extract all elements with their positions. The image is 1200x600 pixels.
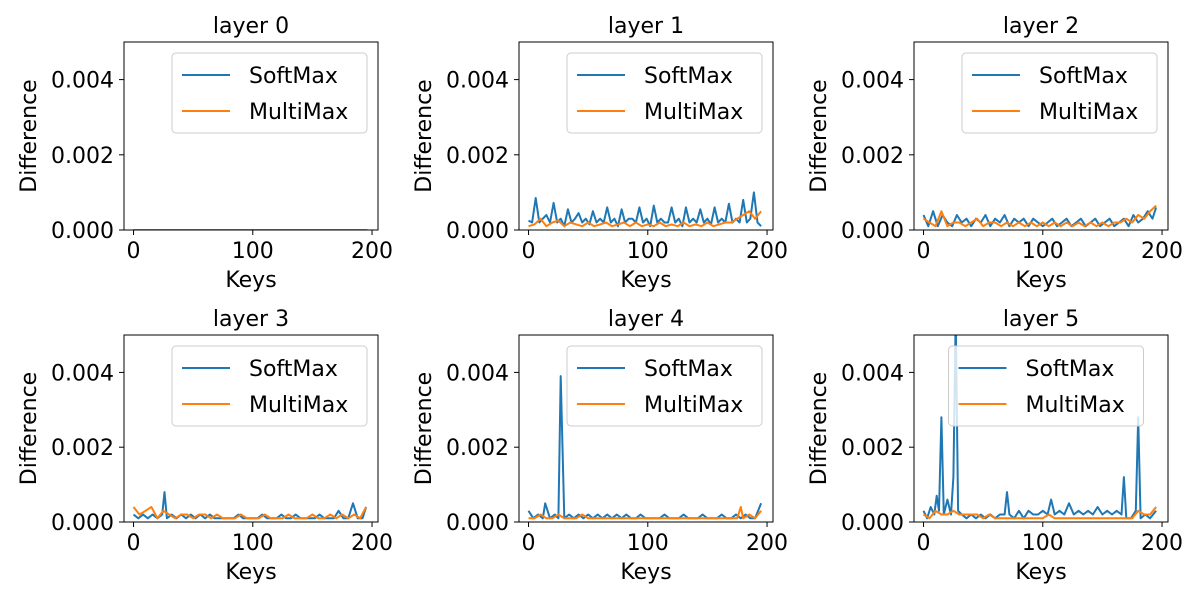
legend-box [961, 52, 1158, 134]
legend: SoftMax MultiMax [566, 345, 763, 427]
subplot-layer-4: 0 100 200 0.000 0.002 0.004 layer 4 Keys Differe… [412, 307, 788, 585]
y-tick-label: 0.004 [841, 69, 904, 94]
x-axis-label: Keys [225, 560, 276, 585]
legend-label-multimax: MultiMax [1026, 393, 1125, 418]
x-tick-label: 0 [522, 531, 536, 556]
chart-title: layer 1 [608, 14, 684, 39]
x-tick-label: 0 [127, 531, 141, 556]
legend-label-multimax: MultiMax [644, 393, 743, 418]
legend-box [566, 52, 763, 134]
x-tick-label: 100 [627, 531, 669, 556]
x-axis-label: Keys [1015, 560, 1066, 585]
legend-label-softmax: SoftMax [644, 357, 733, 382]
series-line-multimax [528, 506, 762, 520]
axes-frame [518, 334, 774, 523]
axes-frame [518, 41, 774, 231]
legend-box [948, 345, 1144, 427]
legend-label-multimax: MultiMax [1039, 100, 1138, 125]
y-tick-label: 0.000 [51, 219, 114, 244]
y-tick-label: 0.004 [51, 361, 114, 386]
legend: SoftMax MultiMax [961, 52, 1158, 134]
x-tick-label: 100 [1022, 239, 1064, 264]
y-tick-label: 0.004 [446, 69, 509, 94]
series-line-multimax [922, 204, 1157, 228]
legend: SoftMax MultiMax [171, 345, 368, 427]
y-tick-label: 0.004 [841, 361, 904, 386]
series-line-softmax [528, 191, 762, 228]
series-line-softmax [527, 375, 763, 520]
axes-frame [123, 334, 379, 523]
axes-frame [123, 41, 379, 231]
subplot-layer-5: 0 100 200 0.000 0.002 0.004 layer 5 Keys Differe… [807, 307, 1183, 585]
x-tick-label: 100 [232, 531, 274, 556]
legend-label-multimax: MultiMax [249, 100, 348, 125]
x-tick-label: 100 [627, 239, 669, 264]
y-tick-label: 0.002 [841, 436, 904, 461]
x-axis-label: Keys [225, 268, 276, 293]
x-tick-label: 200 [351, 531, 393, 556]
subplot-layer-3: 0 100 200 0.000 0.002 0.004 layer 3 Keys Differe… [17, 307, 393, 585]
legend: SoftMax MultiMax [171, 52, 368, 134]
x-tick-label: 200 [1141, 239, 1183, 264]
legend-label-softmax: SoftMax [249, 357, 338, 382]
x-tick-label: 0 [127, 239, 141, 264]
subplot-layer-2: 0 100 200 0.000 0.002 0.004 layer 2 Keys Differe… [807, 14, 1183, 293]
series-line-multimax [528, 210, 762, 228]
axes-frame [913, 334, 1169, 523]
legend-label-softmax: SoftMax [1026, 357, 1115, 382]
x-tick-label: 100 [232, 239, 274, 264]
legend-box [171, 52, 368, 134]
legend-label-softmax: SoftMax [249, 64, 338, 89]
y-tick-label: 0.002 [446, 436, 509, 461]
subplot-layer-0: 0 100 200 0.000 0.002 0.004 layer 0 Keys Differe… [17, 14, 393, 293]
y-tick-label: 0.000 [446, 219, 509, 244]
y-tick-label: 0.002 [51, 144, 114, 169]
y-tick-label: 0.000 [51, 511, 114, 536]
y-tick-label: 0.004 [51, 69, 114, 94]
x-tick-label: 0 [917, 531, 931, 556]
x-tick-label: 200 [1141, 531, 1183, 556]
x-tick-label: 200 [746, 531, 788, 556]
y-axis-label: Difference [412, 79, 437, 192]
y-tick-label: 0.002 [446, 144, 509, 169]
y-axis-label: Difference [807, 79, 832, 192]
legend: SoftMax MultiMax [948, 345, 1144, 427]
y-axis-label: Difference [17, 372, 42, 485]
legend-box [566, 345, 763, 427]
legend-label-multimax: MultiMax [249, 393, 348, 418]
chart-title: layer 4 [608, 307, 684, 332]
chart-title: layer 0 [213, 14, 289, 39]
y-tick-label: 0.000 [446, 511, 509, 536]
x-tick-label: 0 [917, 239, 931, 264]
legend: SoftMax MultiMax [566, 52, 763, 134]
legend-label-softmax: SoftMax [644, 64, 733, 89]
series-line-multimax [922, 506, 1157, 520]
subplot-layer-1: 0 100 200 0.000 0.002 0.004 layer 1 Keys Differe… [412, 14, 788, 293]
x-tick-label: 100 [1022, 531, 1064, 556]
legend-label-multimax: MultiMax [644, 100, 743, 125]
legend-label-softmax: SoftMax [1039, 64, 1128, 89]
y-axis-label: Difference [807, 372, 832, 485]
x-tick-label: 200 [746, 239, 788, 264]
y-tick-label: 0.000 [841, 219, 904, 244]
x-axis-label: Keys [620, 560, 671, 585]
legend-box [171, 345, 368, 427]
chart-title: layer 2 [1003, 14, 1079, 39]
y-axis-label: Difference [412, 372, 437, 485]
chart-title: layer 5 [1003, 307, 1079, 332]
x-axis-label: Keys [1015, 268, 1066, 293]
chart-title: layer 3 [213, 307, 289, 332]
series-line-multimax [132, 506, 367, 520]
x-tick-label: 0 [522, 239, 536, 264]
x-axis-label: Keys [620, 268, 671, 293]
x-tick-label: 200 [351, 239, 393, 264]
y-tick-label: 0.004 [446, 361, 509, 386]
axes-frame [913, 41, 1169, 231]
series-line-softmax [922, 335, 1157, 520]
y-tick-label: 0.000 [841, 511, 904, 536]
y-tick-label: 0.002 [841, 144, 904, 169]
y-tick-label: 0.002 [51, 436, 114, 461]
y-axis-label: Difference [17, 79, 42, 192]
